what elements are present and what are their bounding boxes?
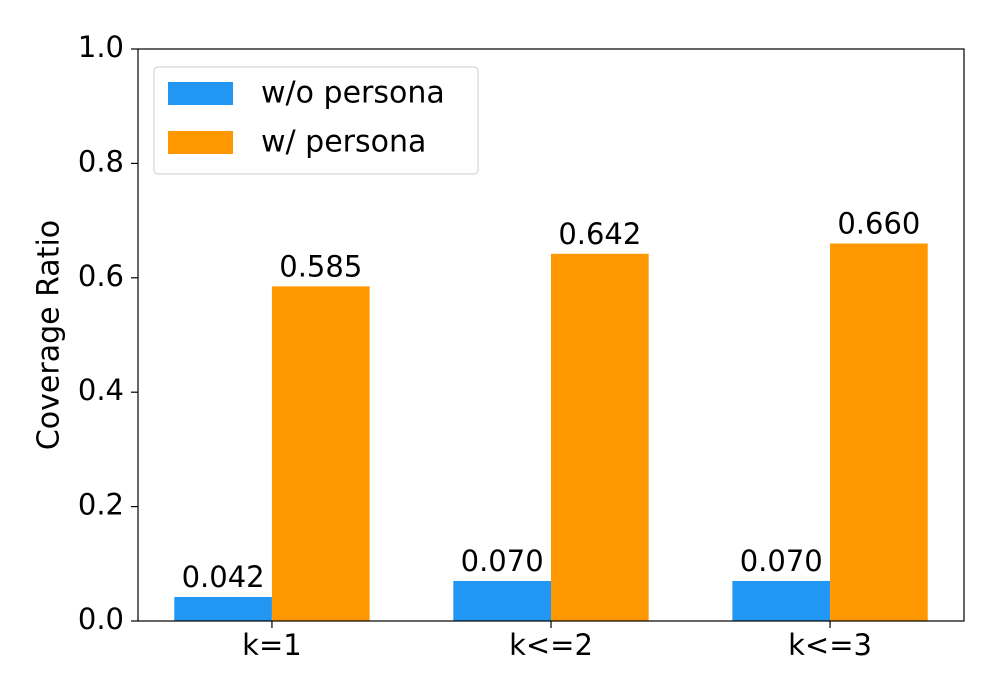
plot-frame [137,48,965,622]
value-label: 0.660 [837,206,920,240]
bar [453,580,551,621]
legend-label: w/o persona [261,76,445,111]
legend-swatch [168,82,233,105]
y-axis-label: Coverage Ratio [32,220,67,450]
bar [830,243,928,622]
x-tick-label: k<=3 [788,628,872,662]
y-tick-label: 0.4 [78,373,124,407]
y-tick-label: 0.6 [78,259,124,293]
legend-label: w/ persona [261,125,426,160]
x-tick-label: k=1 [242,628,302,662]
value-label: 0.642 [558,217,641,251]
value-label: 0.070 [740,544,823,578]
y-tick-label: 1.0 [78,30,124,64]
bar [732,580,831,621]
legend-box [153,66,479,175]
value-label: 0.070 [461,544,544,578]
value-label: 0.585 [279,249,362,283]
value-label: 0.042 [182,560,265,594]
bar [271,286,370,621]
bar [174,596,272,621]
x-tick-label: k<=2 [509,628,593,662]
y-tick-label: 0.8 [78,144,124,178]
y-tick-label: 0.0 [78,602,124,636]
y-tick-label: 0.2 [78,488,124,522]
legend-swatch [168,131,233,154]
bar [551,253,649,621]
